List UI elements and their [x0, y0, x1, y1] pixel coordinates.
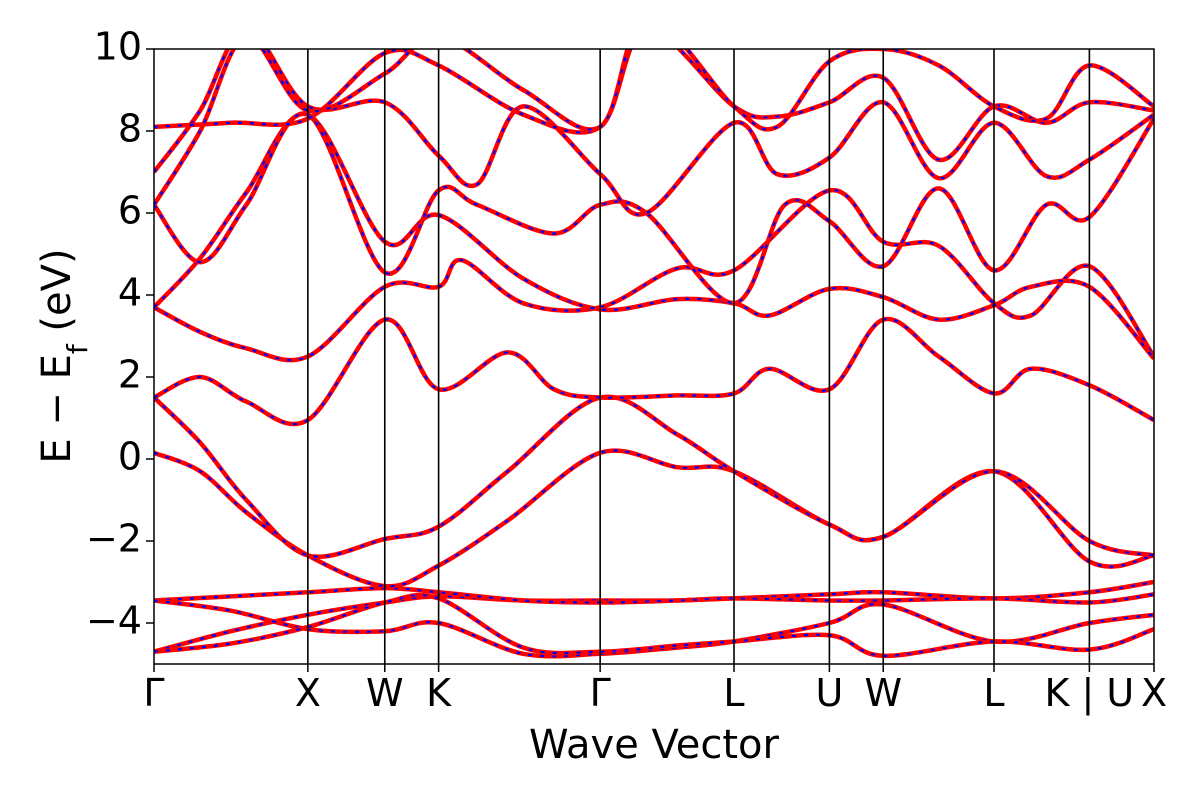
x-axis-label: Wave Vector: [529, 722, 780, 768]
x-tick-label-7: W: [864, 671, 902, 715]
x-tick-label-5: L: [723, 671, 744, 715]
band-6-blue: [154, 395, 1154, 558]
band-3-blue: [154, 599, 1154, 658]
band-8-blue: [154, 189, 1154, 362]
y-tick-label-3: 2: [118, 353, 142, 397]
bands-layer: [154, 49, 1154, 659]
band-9-blue: [154, 112, 1154, 360]
band-1-blue: [154, 580, 1154, 653]
x-tick-label-4: Γ: [590, 671, 611, 715]
x-tick-label-3: K: [426, 671, 452, 715]
x-tick-label-10: X: [1141, 671, 1167, 715]
y-tick-label-4: 4: [118, 271, 142, 315]
x-tick-label-9: K | U: [1045, 671, 1135, 716]
plot-frame: [153, 48, 1155, 665]
x-tick-label-6: U: [815, 671, 843, 715]
band-12-blue: [154, 49, 1154, 161]
band-12-red: [154, 49, 1154, 162]
y-tick-label-1: −2: [86, 517, 142, 561]
band-2-blue: [154, 586, 1154, 604]
band-11-red: [154, 49, 1154, 217]
y-tick-label-7: 10: [94, 25, 142, 69]
y-tick-label-0: −4: [86, 599, 142, 643]
y-axis-label-main: E − E: [34, 354, 80, 464]
x-tick-label-0: Γ: [143, 671, 164, 715]
band-2-red: [154, 585, 1154, 605]
band-4-red: [154, 592, 1154, 659]
band-8-red: [154, 188, 1154, 363]
x-tick-label-2: W: [366, 671, 404, 715]
band-7-red: [154, 316, 1154, 427]
band-4-blue: [154, 594, 1154, 657]
y-axis-label-unit: (eV): [34, 248, 80, 344]
y-tick-label-2: 0: [118, 435, 142, 479]
y-tick-label-5: 6: [118, 189, 142, 233]
y-axis-label-sub: f: [61, 343, 94, 354]
x-tick-label-8: L: [983, 671, 1004, 715]
y-axis-label: E − Ef (eV): [34, 248, 94, 463]
y-tick-label-6: 8: [118, 107, 142, 151]
x-tick-label-1: X: [295, 671, 321, 715]
kpoint-lines-layer: [307, 49, 1091, 664]
y-ticks-layer: −4 −2 0 2 4 6 8 10: [86, 25, 154, 643]
band-9-red: [154, 111, 1154, 361]
band-7-blue: [154, 317, 1154, 426]
band-13-red: [154, 49, 1154, 206]
